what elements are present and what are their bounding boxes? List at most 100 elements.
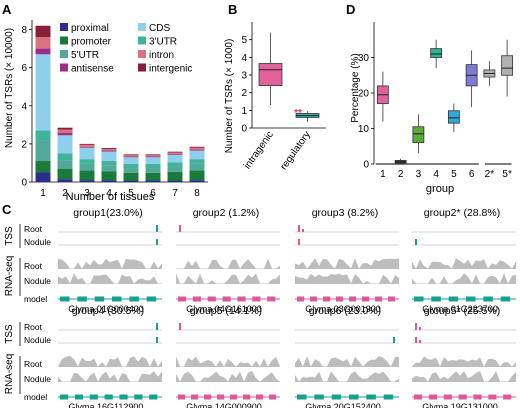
panel-b-boxes: 0 1 2 3 4 5 intragenic regulatory xyxy=(241,22,326,172)
tss-peak-nodule xyxy=(415,337,417,343)
gene-model-exon xyxy=(243,394,251,400)
gene-model-exon xyxy=(297,394,307,400)
rnaseq-nodule-coverage xyxy=(58,273,162,284)
rnaseq-nodule-coverage xyxy=(176,273,280,284)
y-tick-label: 20 xyxy=(358,89,370,100)
gene-model-exon xyxy=(178,394,186,400)
track-label-root: Root xyxy=(24,322,43,332)
gene-model-exon xyxy=(366,394,376,400)
bar-segment-cds xyxy=(35,54,51,131)
gene-model-exon xyxy=(448,296,459,302)
bar-segment-promoter xyxy=(123,172,139,181)
gene-model-exon xyxy=(112,296,122,302)
bar-segment-promoter xyxy=(79,170,95,181)
gene-id-label: Glyma.01G223700 xyxy=(422,304,498,314)
bar-segment-intron xyxy=(101,149,117,151)
legend-swatch xyxy=(60,23,68,31)
panel-d-letter: D xyxy=(346,2,355,17)
gene-id-label: Glyma.03G001900 xyxy=(305,304,381,314)
group-title: group4 (30.5%) xyxy=(72,305,144,317)
gene-model-exon xyxy=(94,296,105,302)
bar-segment-promoter xyxy=(167,171,183,181)
gene-id-label: Glyma.19G131000 xyxy=(422,402,498,408)
panel-a-xlabel: Number of tissues xyxy=(66,191,155,203)
x-tick-label: 6 xyxy=(469,169,475,180)
gene-model-exon xyxy=(375,296,383,302)
bar-segment-intron xyxy=(123,155,139,157)
gene-model-exon xyxy=(336,296,344,302)
rnaseq-root-coverage xyxy=(412,258,516,269)
bar-segment-3utr xyxy=(79,159,95,164)
x-tick-label: 4 xyxy=(433,169,439,180)
gene-id-label: Glyma.01G000400 xyxy=(68,304,144,314)
gene-model-exon xyxy=(503,394,512,400)
bar-segment-proximal xyxy=(145,180,161,182)
gene-model-exon xyxy=(310,296,318,302)
bar-segment-intergenic xyxy=(123,154,139,156)
panel-a-letter: A xyxy=(2,2,12,17)
rnaseq-root-coverage xyxy=(176,356,280,367)
tss-peak-nodule xyxy=(298,239,300,245)
bar-segment-cds xyxy=(57,135,73,154)
x-tick-label: 1 xyxy=(40,188,46,199)
legend-label: 3'UTR xyxy=(149,37,177,48)
bar-segment-antisense xyxy=(123,156,139,158)
y-tick-label: 4 xyxy=(21,101,27,112)
x-tick-label: 6 xyxy=(150,188,156,199)
bar-segment-proximal xyxy=(79,180,95,182)
bar-segment-promoter xyxy=(189,170,205,181)
bar-segment-proximal xyxy=(123,180,139,182)
bar-segment-3utr xyxy=(35,130,51,141)
panel-c-letter: C xyxy=(2,202,12,217)
panel-a-legend: proximal CDS promoter 3'UTR 5'UTR intron antis… xyxy=(60,23,192,75)
gene-model-exon xyxy=(466,296,476,302)
bar-segment-proximal xyxy=(101,180,117,182)
legend-label: CDS xyxy=(149,23,170,34)
bar-segment-intergenic xyxy=(189,146,205,148)
gene-model-exon xyxy=(204,394,212,400)
track-label-nodule: Nodule xyxy=(24,237,51,247)
bar-segment-intron xyxy=(35,37,51,49)
tss-peak-root xyxy=(415,323,417,330)
rnaseq-nodule-coverage xyxy=(176,371,280,382)
y-tick-label: 8 xyxy=(21,25,27,36)
rnaseq-nodule-coverage xyxy=(58,371,162,382)
gene-model-exon xyxy=(217,394,225,400)
gene-model-exon xyxy=(178,296,187,302)
bar-segment-promoter xyxy=(35,161,51,173)
rnaseq-row-label: RNA-seq xyxy=(4,256,15,297)
panel-a-bars: 0 2 4 6 8 1 2 3 4 5 6 7 8 xyxy=(21,20,208,199)
bar-segment-5utr xyxy=(123,168,139,173)
group-title: group2* (28.8%) xyxy=(424,207,500,219)
bar-segment-proximal xyxy=(167,180,183,182)
y-tick-label: 0 xyxy=(363,160,369,171)
legend-label: 5'UTR xyxy=(71,50,99,61)
box-5 xyxy=(447,110,460,124)
y-tick-label: 5 xyxy=(241,35,247,46)
gene-id-label: Glyma.14G000900 xyxy=(186,402,262,408)
bar-segment-cds xyxy=(189,150,205,160)
gene-model-exon xyxy=(414,394,423,400)
track-label-model: model xyxy=(24,294,47,304)
tss-peak-root xyxy=(156,225,158,232)
panel-b: B Number of TSRs (× 1000) ** 012345intra… xyxy=(224,2,326,172)
legend-swatch xyxy=(138,50,146,58)
tss-peak-root xyxy=(179,225,181,232)
legend-label: promoter xyxy=(71,37,112,48)
gene-model-exon xyxy=(323,296,331,302)
gene-model-exon xyxy=(331,394,342,400)
bar-segment-intergenic xyxy=(101,148,117,150)
gene-model-exon xyxy=(458,394,467,400)
tss-peak-root xyxy=(156,323,158,330)
legend-swatch xyxy=(138,63,146,72)
x-tick-label: 7 xyxy=(172,188,178,199)
bar-segment-5utr xyxy=(101,165,117,172)
panel-b-letter: B xyxy=(228,2,237,17)
bar-segment-antisense xyxy=(145,156,161,158)
group-title: group5 (14.1%) xyxy=(190,305,262,317)
tss-row-label: TSS xyxy=(4,226,15,246)
bar-segment-intron xyxy=(57,129,73,134)
tss-peak-root xyxy=(302,229,304,232)
bar-segment-5utr xyxy=(79,163,95,171)
